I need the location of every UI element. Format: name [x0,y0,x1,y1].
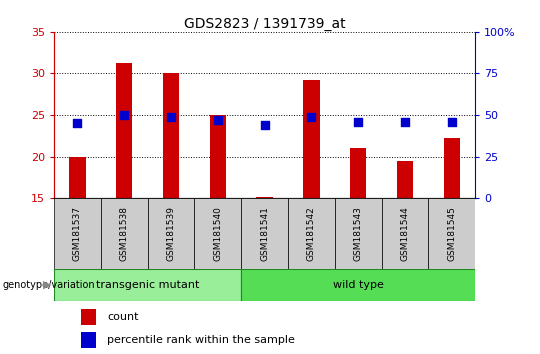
Bar [81,309,96,325]
Bar [288,198,335,269]
Text: GSM181542: GSM181542 [307,206,316,261]
Bar [54,198,101,269]
Point [213,117,222,123]
Point [73,120,82,126]
Bar [397,161,413,198]
Bar [335,198,382,269]
Text: GSM181538: GSM181538 [120,206,129,261]
Bar [241,269,475,301]
Bar [241,198,288,269]
Bar [210,115,226,198]
Bar [350,148,366,198]
Text: ▶: ▶ [43,280,51,290]
Bar [428,198,475,269]
Bar [101,198,147,269]
Bar [194,198,241,269]
Point [401,119,409,125]
Text: wild type: wild type [333,280,383,290]
Text: GSM181543: GSM181543 [354,206,363,261]
Point [307,114,316,120]
Text: GSM181540: GSM181540 [213,206,222,261]
Text: GSM181539: GSM181539 [166,206,176,261]
Text: genotype/variation: genotype/variation [3,280,96,290]
Text: transgenic mutant: transgenic mutant [96,280,199,290]
Text: GSM181541: GSM181541 [260,206,269,261]
Bar [303,80,320,198]
Point [167,114,176,120]
Text: percentile rank within the sample: percentile rank within the sample [107,335,295,346]
Bar [81,332,96,348]
Point [354,119,362,125]
Bar [147,198,194,269]
Bar [163,73,179,198]
Point [120,112,129,118]
Point [448,119,456,125]
Title: GDS2823 / 1391739_at: GDS2823 / 1391739_at [184,17,346,31]
Bar [382,198,428,269]
Point [260,122,269,128]
Text: count: count [107,312,139,322]
Bar [69,158,85,198]
Bar [54,269,241,301]
Text: GSM181545: GSM181545 [447,206,456,261]
Text: GSM181537: GSM181537 [73,206,82,261]
Bar [256,196,273,198]
Text: GSM181544: GSM181544 [401,206,409,261]
Bar [116,63,132,198]
Bar [444,137,460,198]
